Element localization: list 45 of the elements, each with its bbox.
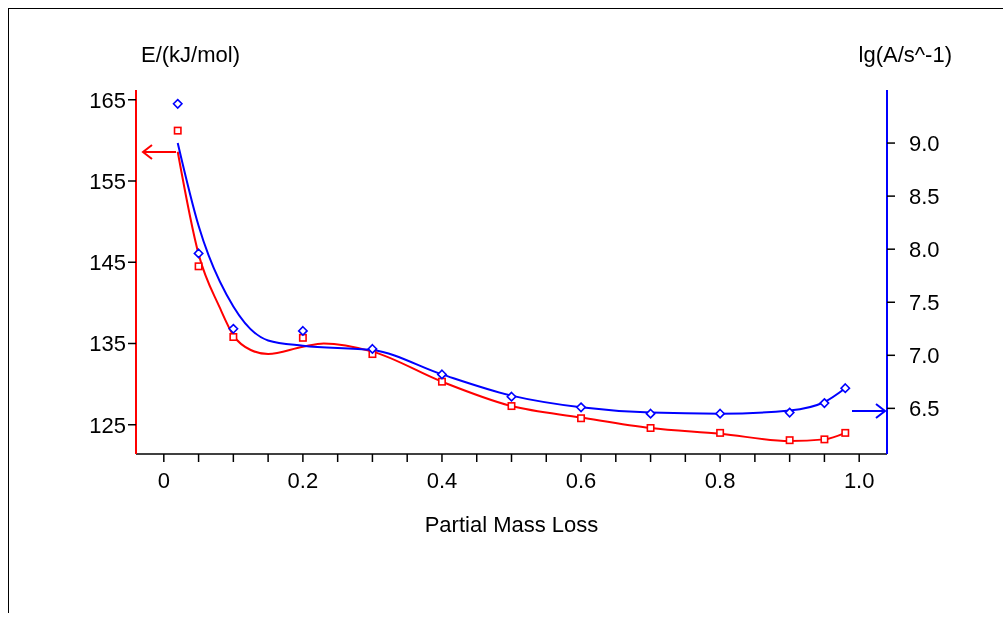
- point: [841, 428, 850, 437]
- point: [820, 435, 829, 444]
- x-tick-label: 0.4: [426, 467, 458, 493]
- y-tick-label: 125: [89, 412, 126, 438]
- point: [172, 98, 183, 109]
- y-tick-label: 165: [89, 87, 126, 113]
- point: [577, 414, 586, 423]
- point: [507, 402, 516, 411]
- point: [576, 402, 587, 413]
- point: [193, 248, 204, 259]
- point: [228, 323, 239, 334]
- y2-tick-label: 7.5: [909, 290, 940, 316]
- point: [785, 436, 794, 445]
- y-tick-label: 145: [89, 250, 126, 276]
- point: [229, 333, 238, 341]
- x-tick-label: 0: [157, 467, 170, 493]
- x-axis-title: Partial Mass Loss: [424, 512, 599, 537]
- point: [437, 377, 446, 386]
- y2-tick-label: 8.5: [909, 183, 940, 209]
- y-axis-title: E/(kJ/mol): [141, 42, 240, 68]
- y-tick-label: 135: [89, 331, 126, 357]
- y2-tick-label: 6.5: [909, 396, 940, 422]
- point: [715, 408, 726, 419]
- point: [173, 126, 182, 135]
- y2-tick-label: 9.0: [909, 130, 940, 156]
- point: [436, 369, 447, 380]
- x-tick-label: 0.8: [704, 467, 736, 493]
- point: [194, 262, 203, 271]
- y2-tick-label: 8.0: [909, 236, 940, 262]
- point: [784, 407, 795, 418]
- point: [297, 325, 308, 336]
- point: [298, 333, 307, 342]
- x-tick-label: 0.6: [565, 467, 597, 493]
- point: [645, 408, 656, 419]
- point: [840, 383, 851, 394]
- point: [506, 391, 517, 402]
- y2-axis-title: lg(A/s^-1): [858, 42, 952, 68]
- y2-tick-label: 7.0: [909, 343, 940, 369]
- point: [716, 428, 725, 437]
- x-tick-label: 0.2: [287, 467, 319, 493]
- point: [646, 424, 655, 432]
- y-tick-label: 155: [89, 168, 126, 194]
- x-tick-label: 1.0: [843, 467, 875, 493]
- point: [367, 343, 378, 354]
- point: [819, 398, 830, 409]
